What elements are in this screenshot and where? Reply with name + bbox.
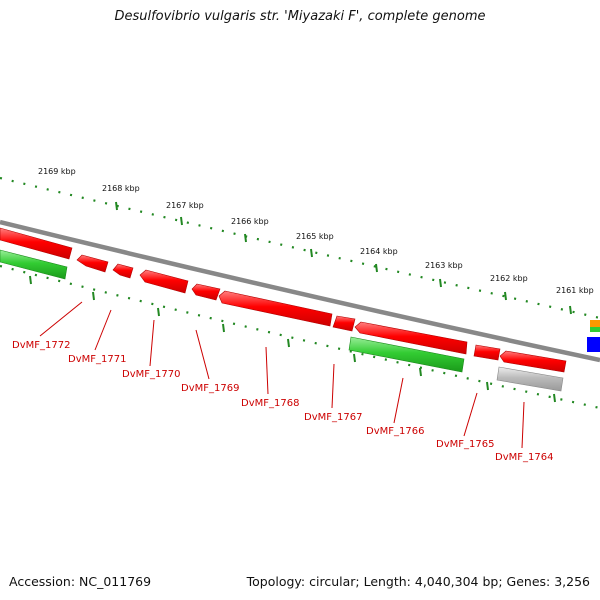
scale-label: 2169 kbp — [38, 167, 76, 176]
gene-leader-lines — [39, 301, 525, 449]
leader-line — [463, 392, 478, 437]
scale-tick — [553, 393, 556, 403]
scale-tick — [29, 275, 32, 285]
genome-backbone — [0, 219, 600, 363]
scale-tick — [222, 323, 225, 333]
gene-label[interactable]: DvMF_1772 — [12, 340, 70, 351]
scale-label: 2167 kbp — [166, 201, 204, 210]
cds-feature — [218, 290, 333, 327]
gene-label[interactable]: DvMF_1769 — [181, 383, 239, 394]
scale-tick — [353, 353, 356, 363]
leader-line — [265, 346, 269, 395]
cds-feature — [354, 321, 468, 355]
outer-scale-track — [0, 176, 600, 320]
cds-feature — [0, 227, 73, 260]
leader-line — [149, 319, 155, 367]
scale-tick — [310, 248, 313, 258]
gene-label[interactable]: DvMF_1767 — [304, 412, 362, 423]
scale-label: 2161 kbp — [556, 286, 594, 295]
scale-label: 2162 kbp — [490, 274, 528, 283]
cds-feature — [112, 263, 134, 279]
rna-feature — [0, 249, 68, 280]
scale-label: 2168 kbp — [102, 184, 140, 193]
scale-label: 2165 kbp — [296, 232, 334, 241]
scale-label: 2163 kbp — [425, 261, 463, 270]
gene-label[interactable]: DvMF_1766 — [366, 426, 424, 437]
scale-tick — [92, 291, 95, 301]
leader-line — [94, 309, 112, 351]
scale-tick — [504, 291, 507, 301]
edge-feature — [590, 320, 600, 327]
gene-labels: DvMF_1772 DvMF_1771 DvMF_1770 DvMF_1769 … — [12, 340, 553, 463]
scale-tick — [287, 338, 290, 348]
gene-label[interactable]: DvMF_1765 — [436, 439, 494, 450]
gene-label[interactable]: DvMF_1764 — [495, 452, 553, 463]
genome-summary-text: Topology: circular; Length: 4,040,304 bp… — [246, 574, 590, 589]
scale-label: 2166 kbp — [231, 217, 269, 226]
scale-tick — [157, 307, 160, 317]
leader-line — [195, 329, 210, 380]
map-title: Desulfovibrio vulgaris str. 'Miyazaki F'… — [114, 9, 486, 24]
cds-feature — [139, 269, 189, 294]
cds-feature — [191, 283, 221, 301]
edge-feature — [590, 327, 600, 332]
cds-feature — [76, 254, 109, 273]
cds-feature — [332, 315, 356, 332]
accession-text: Accession: NC_011769 — [9, 574, 152, 589]
scale-tick — [439, 278, 442, 288]
scale-tick — [115, 201, 118, 211]
scale-labels: 2169 kbp 2168 kbp 2167 kbp 2166 kbp 2165… — [38, 167, 594, 295]
scale-tick — [486, 381, 489, 391]
scale-tick — [569, 305, 572, 315]
forward-strand-features — [0, 227, 567, 373]
scale-tick — [180, 216, 183, 226]
cds-feature — [499, 350, 567, 373]
scale-tick — [244, 233, 247, 243]
leader-line — [331, 363, 335, 409]
leader-line — [521, 401, 525, 449]
edge-feature — [587, 337, 600, 352]
cds-feature — [473, 344, 501, 361]
misc-feature — [496, 366, 564, 392]
scale-tick — [375, 263, 378, 273]
edge-features — [587, 320, 600, 352]
gene-label[interactable]: DvMF_1770 — [122, 369, 180, 380]
leader-line — [393, 377, 404, 424]
leader-line — [39, 301, 83, 337]
gene-label[interactable]: DvMF_1771 — [68, 354, 126, 365]
scale-label: 2164 kbp — [360, 247, 398, 256]
rna-features — [0, 249, 564, 392]
inner-scale-track — [0, 264, 600, 410]
scale-tick — [419, 367, 422, 377]
gene-label[interactable]: DvMF_1768 — [241, 398, 299, 409]
rna-feature — [348, 336, 465, 373]
